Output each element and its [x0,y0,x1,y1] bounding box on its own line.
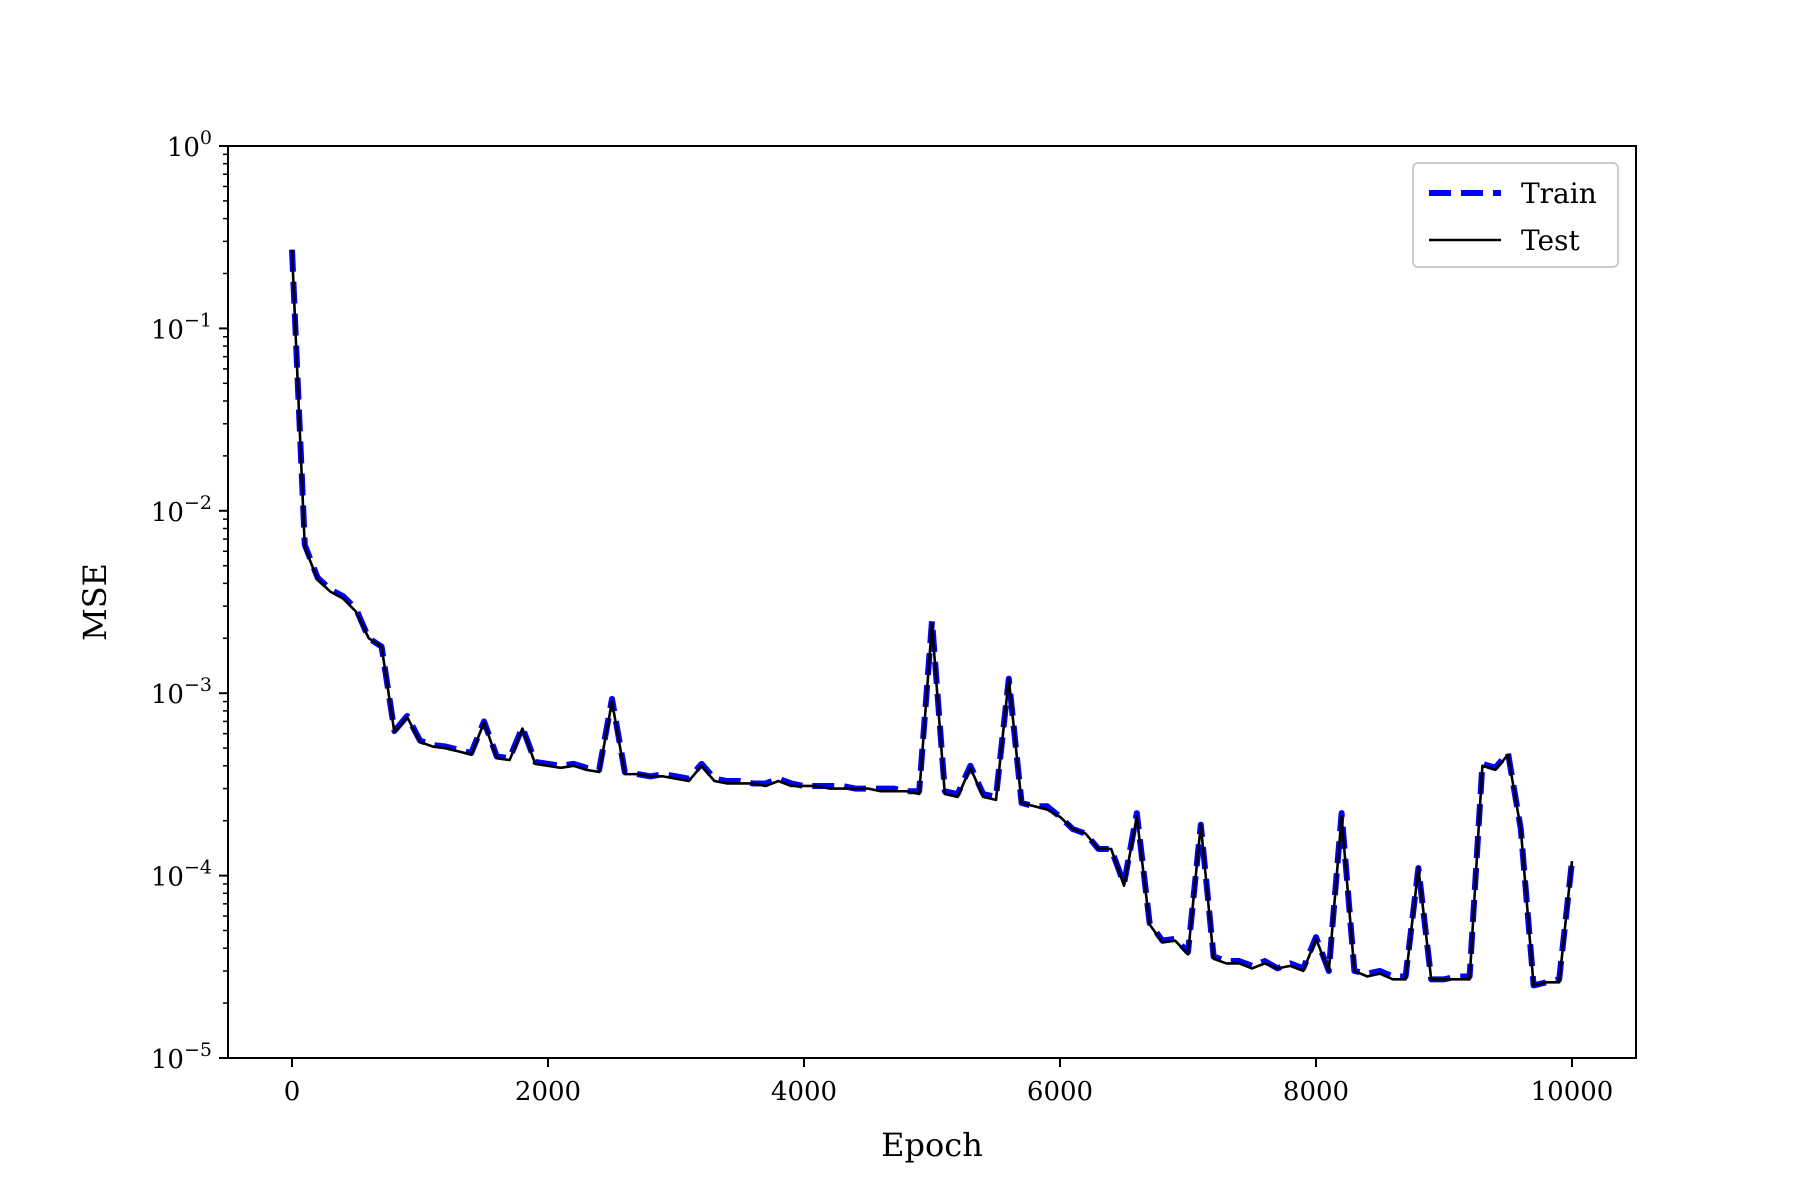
x-tick-label: 10000 [1531,1077,1614,1107]
y-tick-label: 10−4 [151,857,212,893]
plot-frame [227,145,1637,1059]
x-tick-label: 2000 [515,1077,581,1107]
y-tick-label: 100 [167,127,212,163]
series-line-test [290,249,1574,987]
plot-area [289,249,1575,989]
x-axis-ticks: 0 2000 4000 6000 8000 10000 [284,1058,1614,1107]
y-tick-label: 10−3 [151,674,212,710]
x-tick-label: 8000 [1283,1077,1349,1107]
x-tick-label: 0 [284,1077,301,1107]
y-tick-label: 10−1 [151,309,212,345]
x-tick-label: 4000 [771,1077,837,1107]
x-axis-label: Epoch [881,1126,983,1164]
y-tick-label: 10−2 [151,492,212,528]
legend-train-label: Train [1521,177,1597,210]
y-tick-label: 10−5 [151,1039,212,1075]
legend: Train Test [1412,162,1619,268]
legend-test-label: Test [1521,224,1580,257]
x-tick-label: 6000 [1027,1077,1093,1107]
y-axis-label: MSE [76,563,114,641]
y-axis-ticks: 100 10−1 10−2 10−3 10−4 10−5 [151,127,228,1075]
